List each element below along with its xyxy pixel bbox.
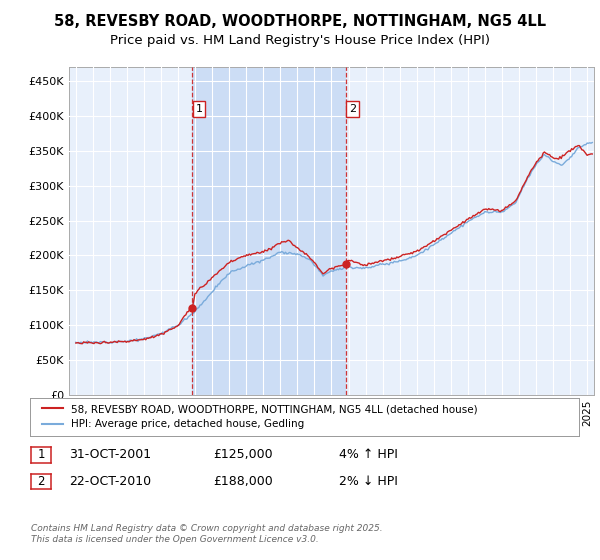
Text: 4% ↑ HPI: 4% ↑ HPI xyxy=(339,448,398,461)
Text: 1: 1 xyxy=(196,104,203,114)
Text: 22-OCT-2010: 22-OCT-2010 xyxy=(69,475,151,488)
Text: Contains HM Land Registry data © Crown copyright and database right 2025.: Contains HM Land Registry data © Crown c… xyxy=(31,524,383,533)
Text: 31-OCT-2001: 31-OCT-2001 xyxy=(69,448,151,461)
Text: This data is licensed under the Open Government Licence v3.0.: This data is licensed under the Open Gov… xyxy=(31,535,319,544)
Text: Price paid vs. HM Land Registry's House Price Index (HPI): Price paid vs. HM Land Registry's House … xyxy=(110,34,490,46)
Text: £188,000: £188,000 xyxy=(213,475,273,488)
Text: 2: 2 xyxy=(37,475,45,488)
Text: 2: 2 xyxy=(349,104,356,114)
Text: £125,000: £125,000 xyxy=(213,448,272,461)
Text: 1: 1 xyxy=(37,448,45,461)
Legend: 58, REVESBY ROAD, WOODTHORPE, NOTTINGHAM, NG5 4LL (detached house), HPI: Average: 58, REVESBY ROAD, WOODTHORPE, NOTTINGHAM… xyxy=(38,400,482,433)
Bar xyxy=(192,67,346,395)
Text: 2% ↓ HPI: 2% ↓ HPI xyxy=(339,475,398,488)
Text: 58, REVESBY ROAD, WOODTHORPE, NOTTINGHAM, NG5 4LL: 58, REVESBY ROAD, WOODTHORPE, NOTTINGHAM… xyxy=(54,14,546,29)
